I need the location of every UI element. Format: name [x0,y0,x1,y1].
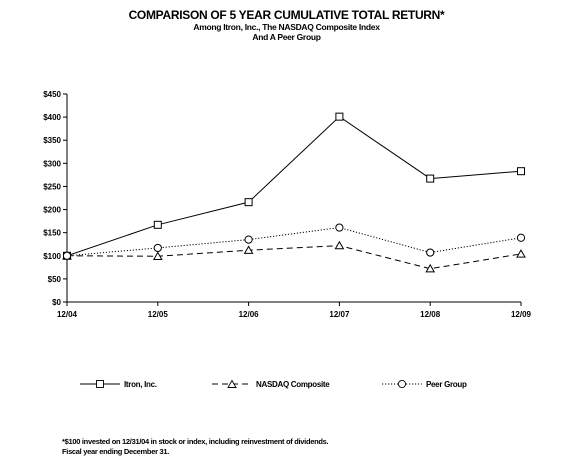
series-line-3 [66,227,522,257]
x-tick-label: 12/08 [420,310,441,319]
y-tick-label: $250 [43,182,61,191]
data-point-series-3 [426,248,435,257]
data-point-series-3 [516,233,526,242]
legend-swatch-series-1 [80,380,120,388]
chart-legend: Itron, Inc. NASDAQ Composite Peer Group [0,377,573,391]
x-tick-label: 12/09 [511,310,532,319]
chart-subtitle-line-1: Among Itron, Inc., The NASDAQ Composite … [193,22,380,32]
chart-subtitle-line-2: And A Peer Group [252,32,321,42]
data-point-series-2 [516,249,526,258]
footnote-investment: *$100 invested on 12/31/04 in stock or i… [62,437,329,446]
series-line-1 [66,116,522,257]
y-tick-label: $100 [43,252,61,261]
y-tick-label: $450 [43,90,61,99]
data-point-series-1 [517,167,525,176]
data-point-series-3 [335,223,344,232]
x-tick-label: 12/06 [239,310,260,319]
legend-item-series-2: NASDAQ Composite [212,377,330,391]
footnote-fiscal-year: Fiscal year ending December 31. [62,447,170,456]
series-line-2 [66,245,522,270]
y-tick-label: $200 [43,206,61,215]
data-point-series-1 [335,112,344,121]
legend-label-series-2: NASDAQ Composite [256,379,330,389]
legend-swatch-series-3 [382,379,422,389]
legend-item-series-3: Peer Group [382,377,467,391]
legend-item-series-1: Itron, Inc. [80,377,157,391]
legend-label-series-1: Itron, Inc. [124,379,157,389]
x-tick-label: 12/07 [329,310,350,319]
data-point-series-3 [62,251,72,260]
legend-swatch-series-2 [212,379,252,388]
data-point-series-2 [152,251,163,260]
data-point-series-1 [153,220,162,229]
x-tick-label: 12/04 [57,310,78,319]
data-point-series-1 [426,174,435,183]
y-tick-label: $350 [43,136,61,145]
y-tick-label: $300 [43,159,61,168]
data-point-series-2 [425,263,436,273]
data-point-series-2 [334,240,345,250]
y-tick-label: $0 [52,298,61,307]
legend-label-series-3: Peer Group [426,379,467,389]
y-tick-label: $400 [43,113,61,122]
data-point-series-2 [243,245,254,254]
y-tick-label: $150 [43,229,61,238]
data-point-series-1 [244,198,253,207]
x-tick-label: 12/05 [148,310,169,319]
y-tick-label: $50 [48,275,62,284]
data-point-series-3 [244,235,253,244]
data-point-series-3 [153,243,162,253]
chart-title: COMPARISON OF 5 YEAR CUMULATIVE TOTAL RE… [128,8,445,22]
